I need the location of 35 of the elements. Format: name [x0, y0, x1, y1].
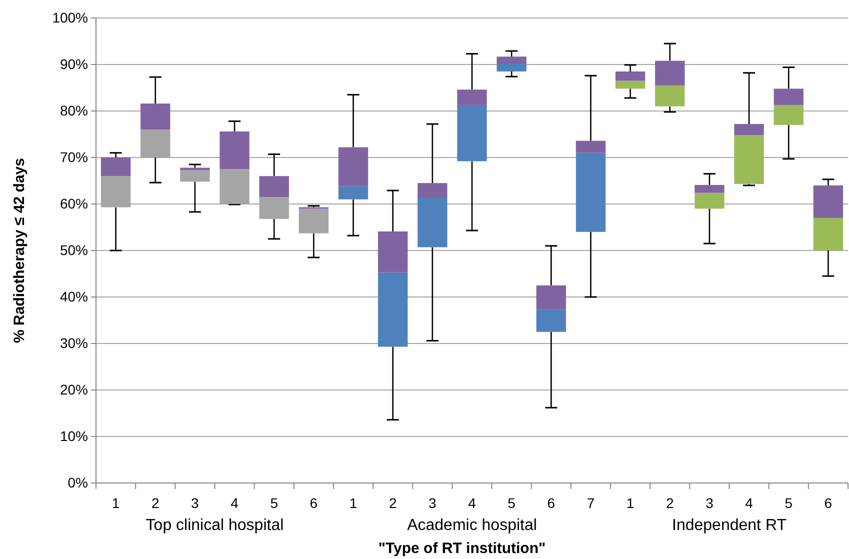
- x-tick-label: 6: [547, 495, 556, 511]
- x-tick-label: 2: [151, 495, 160, 511]
- x-tick-label: 5: [784, 495, 793, 511]
- y-tick-label: 30%: [60, 334, 88, 351]
- x-tick-label: 3: [191, 495, 200, 511]
- x-tick-label: 1: [626, 495, 634, 511]
- text: Academic hospital: [407, 517, 537, 534]
- x-tick-label: 5: [270, 495, 278, 511]
- y-tick-label: 70%: [60, 148, 88, 165]
- x-tick-label: 2: [666, 495, 674, 511]
- x-tick-label: 2: [388, 495, 397, 511]
- y-tick-label: 90%: [60, 56, 88, 72]
- y-tick-label: 0%: [68, 474, 88, 490]
- x-tick-label: 1: [349, 495, 358, 511]
- y-axis-title: % Radiotherapy ≤ 42 days: [11, 158, 28, 343]
- y-tick-label: 80%: [60, 102, 88, 118]
- x-tick-label: 3: [428, 495, 437, 511]
- text: Top clinical hospital: [146, 517, 284, 534]
- y-tick-label: 20%: [60, 381, 88, 398]
- x-tick-label: 3: [706, 495, 714, 511]
- y-tick-label: 40%: [60, 288, 88, 304]
- x-tick-label: 7: [586, 495, 595, 511]
- y-tick-label: 50%: [60, 242, 88, 258]
- x-tick-label: 4: [468, 495, 476, 511]
- text: Independent RT: [672, 517, 787, 534]
- x-tick-label: 4: [230, 495, 239, 511]
- x-tick-label: 4: [745, 495, 754, 511]
- x-axis-title: "Type of RT institution": [378, 540, 546, 557]
- y-tick-label: 100%: [52, 9, 88, 26]
- x-tick-label: 5: [508, 495, 516, 511]
- y-tick-label: 60%: [60, 195, 88, 212]
- x-tick-label: 6: [310, 495, 318, 511]
- x-tick-label: 1: [112, 495, 120, 511]
- x-tick-label: 6: [824, 495, 832, 511]
- y-tick-label: 10%: [60, 428, 88, 444]
